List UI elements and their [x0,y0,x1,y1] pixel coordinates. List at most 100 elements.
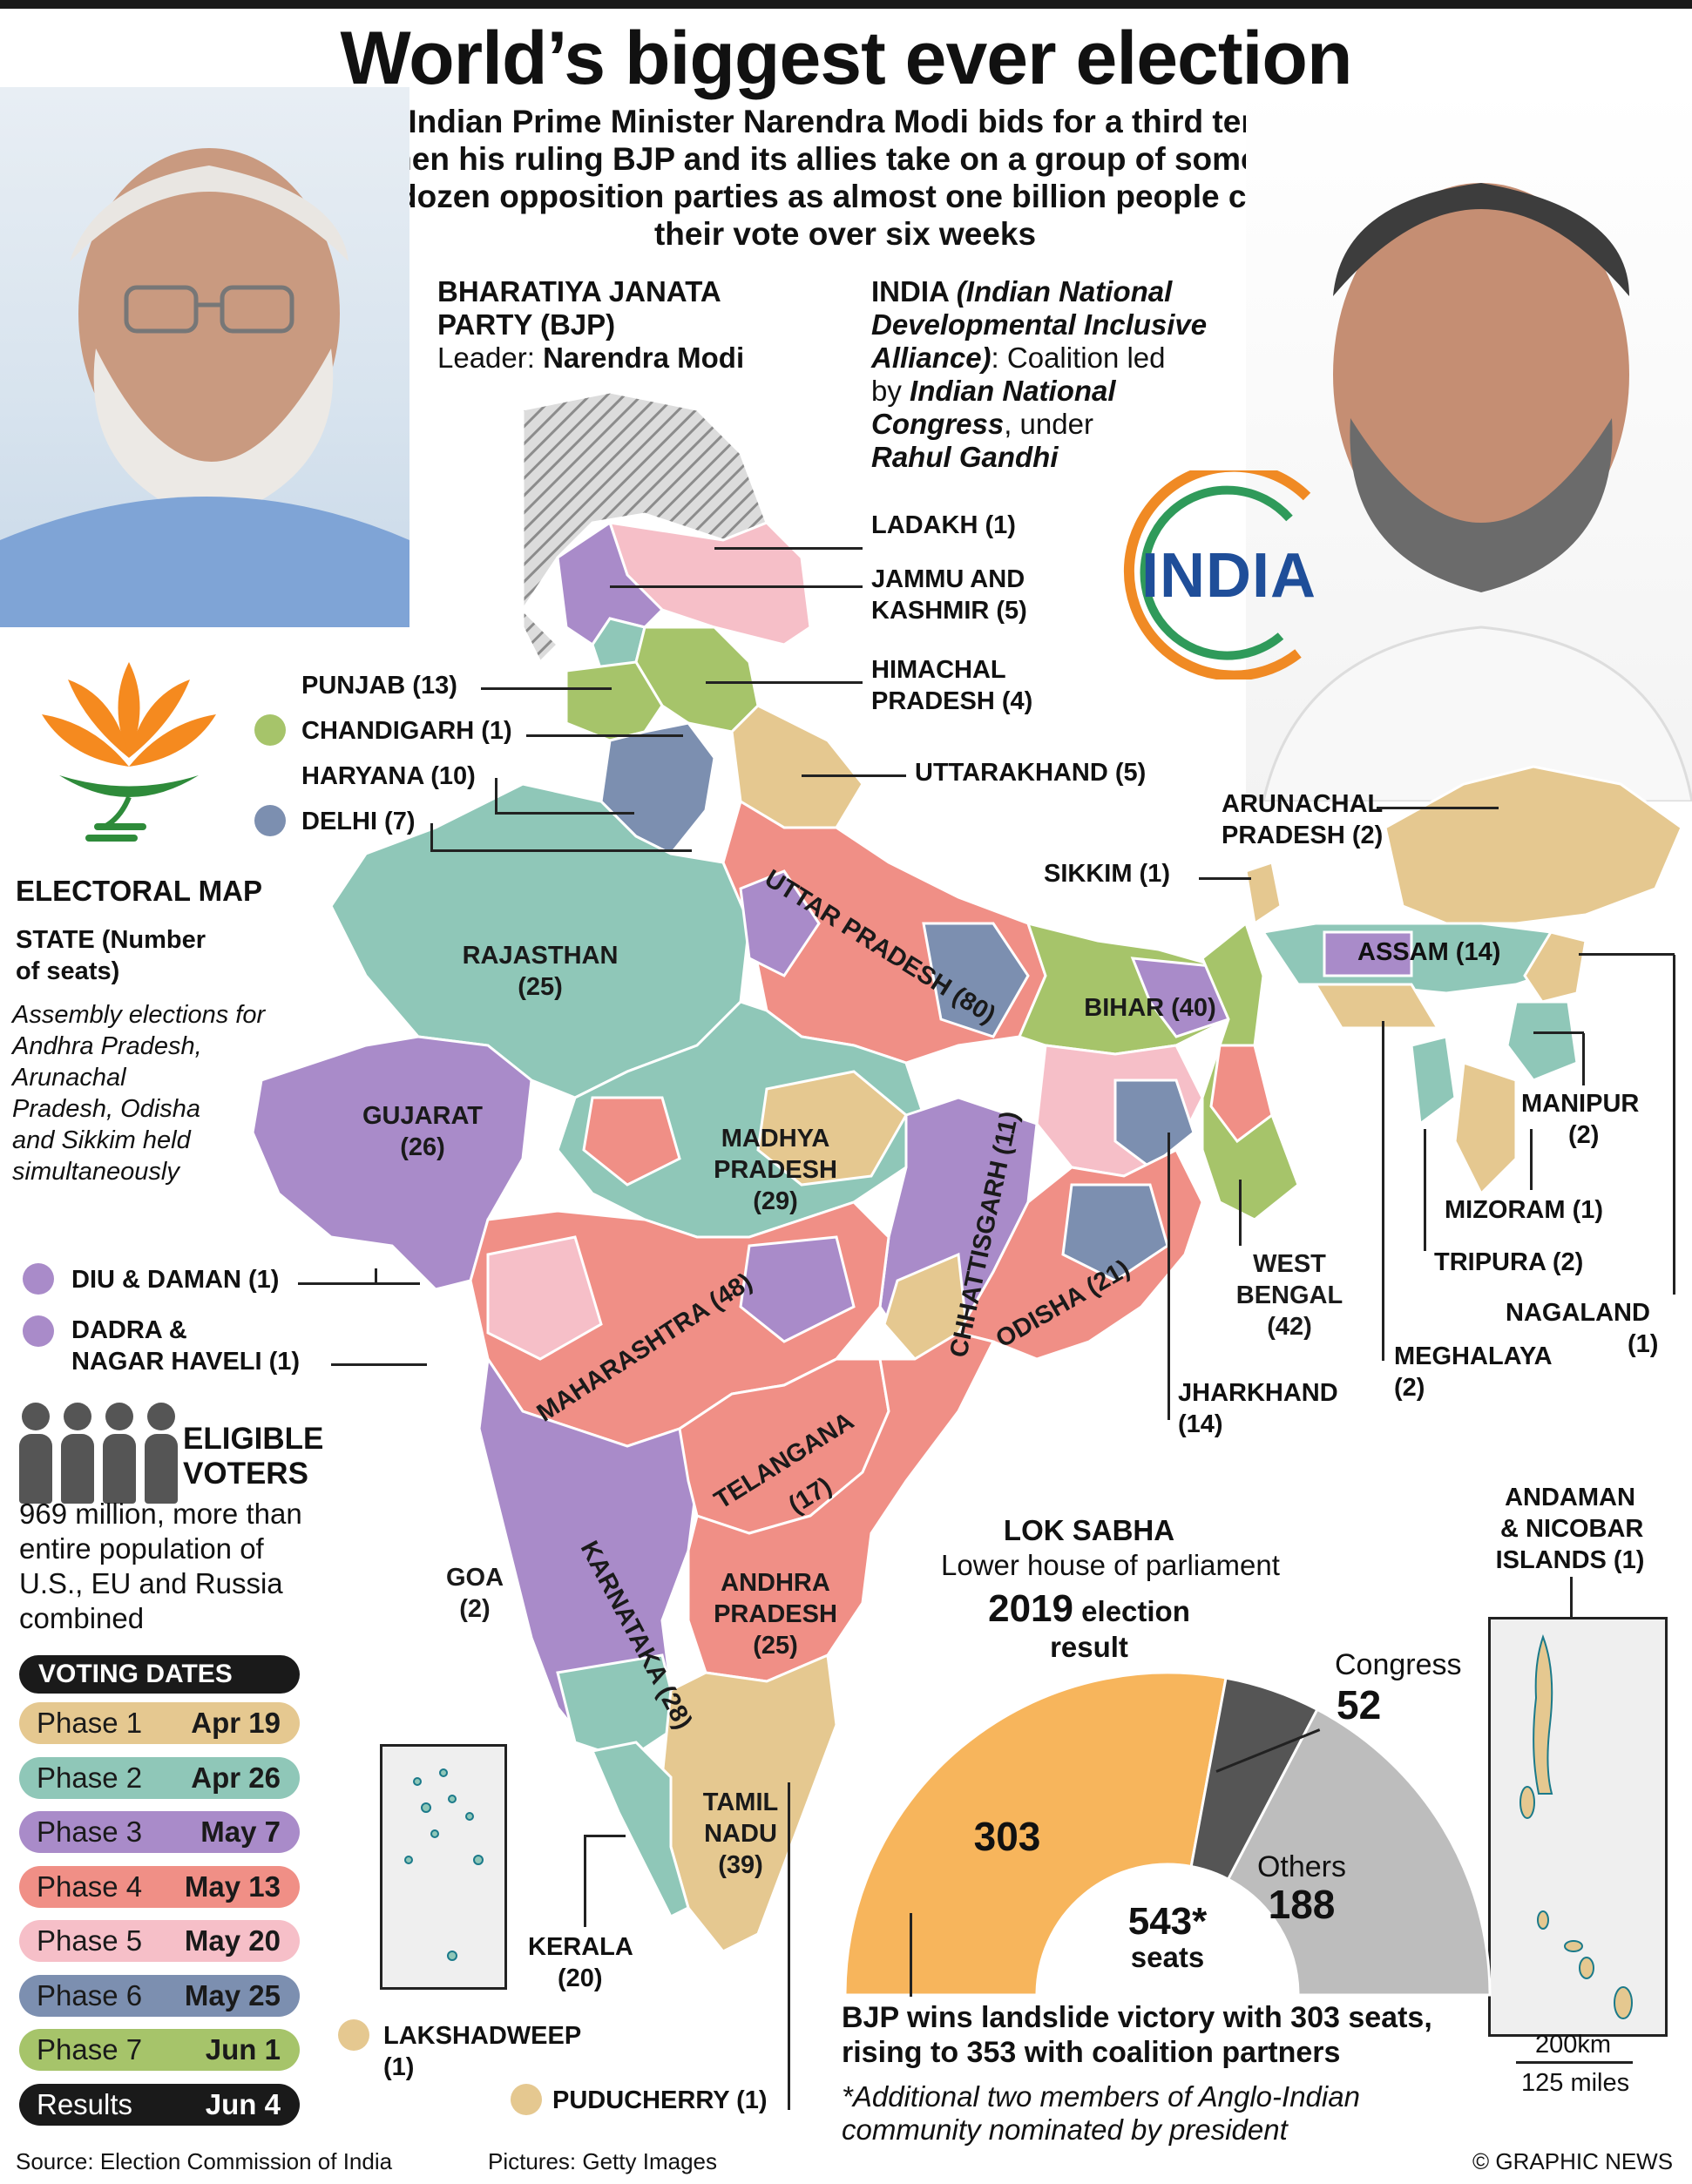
india-leader-name: Rahul Gandhi [871,441,1059,473]
label-andaman-1: ANDAMAN [1505,1484,1635,1511]
label-puducherry: PUDUCHERRY (1) [552,2086,768,2114]
label-arunachal-1: ARUNACHAL [1222,790,1384,818]
phase-date: May 13 [184,1870,281,1903]
label-chandigarh: CHANDIGARH (1) [301,717,512,745]
scale-bar [1516,2061,1633,2064]
label-meghalaya-2: (2) [1394,1374,1425,1402]
page-title: World’s biggest ever election [340,17,1353,100]
map-region-maharashtra-2 [486,1235,603,1361]
legend-heading: ELECTORAL MAP [16,875,262,907]
label-manipur-1: MANIPUR [1521,1090,1640,1118]
label-mizoram: MIZORAM (1) [1445,1196,1604,1224]
label-tn-3: (39) [718,1851,763,1879]
india-under-text: , under [1004,408,1093,440]
india-alliance-line4: by Indian National [871,375,1116,408]
person-icon-4 [145,1403,178,1504]
map-region-wb-2 [1209,1044,1274,1144]
phase-name: Phase 2 [37,1761,143,1794]
phase-pill: Phase 7 Jun 1 [19,2029,300,2071]
map-region-odisha-2 [1061,1183,1169,1282]
india-led-by-1: Indian National [910,375,1116,407]
voting-dates-heading: VOTING DATES [19,1655,300,1694]
india-alliance-line3: Alliance): Coalition led [871,341,1166,375]
india-alliance-expansion-1: (Indian National [956,275,1173,308]
lok-sabha-year-suffix: election [1073,1595,1190,1627]
phase-pill: Phase 5 May 20 [19,1920,300,1962]
lok-sabha-year: 2019 [988,1587,1073,1630]
leader-diu [298,1282,420,1285]
leader-ladakh [714,547,863,550]
label-jharkhand-1: JHARKHAND [1178,1379,1338,1407]
label-kerala-2: (20) [558,1964,603,1992]
map-region-disputed [521,390,768,665]
label-lakshadweep-1: LAKSHADWEEP [383,2022,582,2050]
andaman-islands-icon [1519,1634,1633,2019]
india-by-text: by [871,375,910,407]
phase-date: Apr 19 [191,1707,281,1739]
page-subtitle: Indian Prime Minister Narendra Modi bids… [367,104,1323,252]
legend-note-3: Arunachal [12,1064,126,1092]
total-seats-label: seats [1131,1941,1204,1973]
label-dnh-1: DADRA & [71,1316,187,1344]
leader-sikkim [1199,877,1251,880]
leader-puducherry [788,1782,790,2110]
phase-name: Phase 1 [37,1707,143,1739]
lakshadweep-islands-icon [404,1768,484,1961]
person-icon-1 [19,1403,52,1504]
label-arunachal-2: PRADESH (2) [1222,822,1384,849]
total-seats: 543* [1128,1900,1208,1943]
modi-photo [0,87,409,627]
label-tn-1: TAMIL [702,1788,779,1816]
bjp-leader-prefix: Leader: [437,341,544,374]
voters-text-2: entire population of [19,1532,264,1565]
legend-state-heading-2: of seats) [16,957,120,985]
legend-dot-chandigarh [254,714,286,746]
voters-text-3: U.S., EU and Russia [19,1567,283,1599]
india-alliance-expansion-2: Developmental Inclusive [871,308,1208,341]
leader-nagaland-h [1579,953,1675,956]
phase-pill: Phase 3 May 7 [19,1811,300,1853]
label-himachal-2: PRADESH (4) [871,687,1033,715]
label-uttarakhand: UTTARAKHAND (5) [915,759,1147,787]
label-nagaland-1: NAGALAND [1506,1299,1650,1327]
map-region-jharkhand-2 [1113,1078,1195,1169]
map-region-karnataka-2 [556,1653,681,1761]
phase-name: Phase 7 [37,2033,143,2066]
india-alliance-expansion-3: Alliance) [871,341,992,374]
india-logo-text: INDIA [1141,541,1316,611]
leader-dnh [331,1363,427,1366]
bjp-lotus-logo [33,645,225,854]
label-tripura: TRIPURA (2) [1434,1248,1584,1276]
congress-value: 52 [1337,1682,1382,1728]
bjp-name-line2: PARTY (BJP) [437,308,616,341]
lok-sabha-subheading: Lower house of parliament [941,1549,1280,1581]
phase-name: Phase 4 [37,1870,143,1903]
map-region-sikkim [1244,861,1283,926]
legend-note-4: Pradesh, Odisha [12,1095,201,1123]
label-rajasthan-1: RAJASTHAN [462,942,619,970]
others-segment [1226,1707,1492,1997]
lok-sabha-caption-1: BJP wins landslide victory with 303 seat… [842,2001,1432,2034]
phase-pill: Phase 1 Apr 19 [19,1702,300,1744]
person-icon-2 [61,1403,94,1504]
top-rule [0,0,1692,9]
label-sikkim: SIKKIM (1) [1044,860,1170,888]
leader-kerala [584,1836,586,1927]
leader-punjab [481,687,612,690]
map-region-up-3 [922,922,1030,1038]
voters-heading-1: ELIGIBLE [183,1422,324,1456]
lotus-icon [42,662,216,842]
label-wb-1: WEST [1253,1250,1326,1278]
label-jk-1: JAMMU AND [871,565,1025,593]
leader-arunachal [1377,807,1499,809]
leader-mizoram [1530,1129,1533,1190]
label-meghalaya-1: MEGHALAYA [1394,1342,1553,1370]
india-coalition-text: : Coalition led [991,341,1166,374]
label-rajasthan-2: (25) [518,973,563,1001]
leader-uttarakhand [802,774,906,777]
label-nagaland-2: (1) [1628,1330,1659,1358]
leader-himachal [706,681,863,684]
label-mp-3: (29) [753,1187,798,1215]
voting-dates-heading-text: VOTING DATES [38,1660,233,1688]
phase-date: Jun 4 [205,2087,281,2120]
